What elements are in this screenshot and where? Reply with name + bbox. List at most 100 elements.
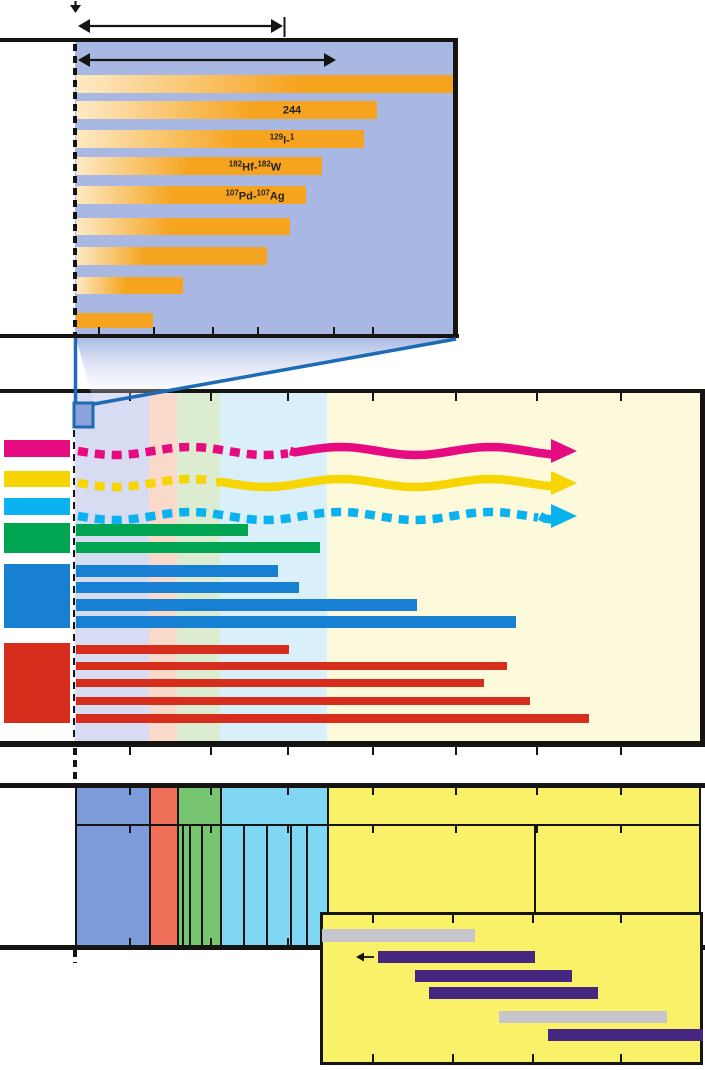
timeline-bar-red-7 [76, 645, 289, 654]
isotope-bar-7 [76, 247, 267, 265]
legend-block-magenta [4, 440, 70, 457]
strip-boundary-line [149, 788, 151, 945]
gantt-top-tick [452, 915, 454, 923]
range-arrow-head-left [78, 19, 90, 33]
strip-cell-4 [220, 788, 327, 945]
strip-subdivision-line [243, 824, 245, 945]
strip-cell-1 [75, 788, 149, 945]
inset-axis-tick [98, 327, 100, 334]
strip-cell-2 [149, 788, 177, 945]
legend-block-cyan [4, 498, 70, 515]
timeline-bar-blue-4 [76, 582, 299, 593]
strip-divider-tick [372, 826, 374, 833]
legend-block-blue [4, 564, 70, 628]
strip-subdivision-line [266, 824, 268, 945]
isotope-bar-5 [76, 186, 306, 204]
strip-divider-tick [455, 826, 457, 833]
timeline-top-tick [536, 393, 538, 401]
timeline-bar-blue-5 [76, 599, 417, 611]
gantt-bottom-tick [452, 1054, 454, 1062]
isotope-bar-1 [76, 75, 453, 93]
gantt-bottom-tick [372, 1054, 374, 1062]
strip-boundary-line [75, 788, 77, 945]
isotope-bar-3 [76, 130, 364, 148]
gantt-bar-purple-6 [548, 1029, 703, 1041]
timeline-top-tick [372, 393, 374, 401]
time-zero-dashed-line [73, 748, 77, 783]
timeline-bottom-tick [129, 747, 131, 755]
isotope-bar-8 [76, 277, 183, 294]
isotope-label: 129I-1 [269, 132, 295, 147]
strip-bottom-tick [287, 938, 289, 945]
gantt-top-tick [372, 915, 374, 923]
gantt-bar-gray-1 [322, 929, 475, 942]
strip-boundary-line [327, 788, 329, 945]
strip-subdivision-line [182, 824, 184, 945]
gantt-top-tick [620, 915, 622, 923]
gantt-bar-purple-2 [378, 951, 535, 963]
timeline-top-tick [129, 393, 131, 401]
strip-subdivision-line [534, 824, 536, 945]
timeline-bar-green-2 [76, 542, 320, 553]
timeline-bar-blue-3 [76, 565, 278, 577]
timeline-bar-green-1 [76, 524, 248, 536]
time-zero-dashed-line [73, 950, 77, 963]
timeline-right-border [700, 389, 705, 747]
strip-top-tick [287, 788, 289, 795]
isotope-label: 107Pd-107Ag [225, 188, 285, 203]
timeline-bottom-tick [536, 747, 538, 755]
strip-top-tick [455, 788, 457, 795]
timeline-bar-blue-6 [76, 616, 516, 628]
isotope-bar-9 [76, 313, 153, 328]
strip-top-tick [129, 788, 131, 795]
time-zero-dashed-line [73, 44, 77, 334]
timeline-bottom-tick [210, 747, 212, 755]
strip-top-tick [372, 788, 374, 795]
strip-boundary-line [177, 788, 179, 945]
strip-divider-tick [210, 826, 212, 833]
timeline-bar-red-9 [76, 679, 484, 687]
inset-axis-tick [372, 327, 374, 334]
legend-block-red [4, 643, 70, 723]
isotope-label: 182Hf-182W [228, 159, 282, 174]
timeline-top-tick [620, 393, 622, 401]
isotope-bar-4 [76, 157, 322, 175]
strip-divider-line [75, 824, 700, 826]
timeline-bottom-axis [0, 741, 705, 747]
strip-divider-tick [536, 826, 538, 833]
inset-axis-tick [333, 327, 335, 334]
timeline-bottom-tick [372, 747, 374, 755]
strip-subdivision-line [201, 824, 203, 945]
gantt-bottom-tick [620, 1054, 622, 1062]
isotope-label: 244 [282, 104, 302, 117]
strip-top-tick [210, 788, 212, 795]
legend-block-yellow [4, 471, 70, 487]
inset-right-border [453, 38, 458, 338]
strip-cell-3 [177, 788, 220, 945]
strip-top-border [0, 783, 705, 788]
timeline-bottom-tick [620, 747, 622, 755]
pointer-arrow-head [70, 5, 81, 13]
gantt-bar-gray-5 [499, 1011, 667, 1023]
timeline-bottom-tick [455, 747, 457, 755]
timeline-top-tick [455, 393, 457, 401]
gantt-bar-purple-4 [429, 987, 598, 999]
inset-axis-tick [153, 327, 155, 334]
isotope-bar-2 [76, 101, 377, 119]
strip-subdivision-line [306, 824, 308, 945]
gantt-top-tick [532, 915, 534, 923]
strip-boundary-line [699, 788, 701, 945]
gantt-bottom-tick [532, 1054, 534, 1062]
timeline-top-tick [287, 393, 289, 401]
inset-axis-tick [212, 327, 214, 334]
isotope-bar-6 [76, 218, 290, 235]
strip-bottom-tick [129, 938, 131, 945]
strip-divider-tick [620, 826, 622, 833]
strip-bottom-tick [210, 938, 212, 945]
timeline-bar-red-10 [76, 697, 530, 705]
strip-divider-tick [129, 826, 131, 833]
strip-top-tick [536, 788, 538, 795]
inset-bottom-axis [0, 334, 459, 338]
range-arrow-head-right [271, 19, 283, 33]
